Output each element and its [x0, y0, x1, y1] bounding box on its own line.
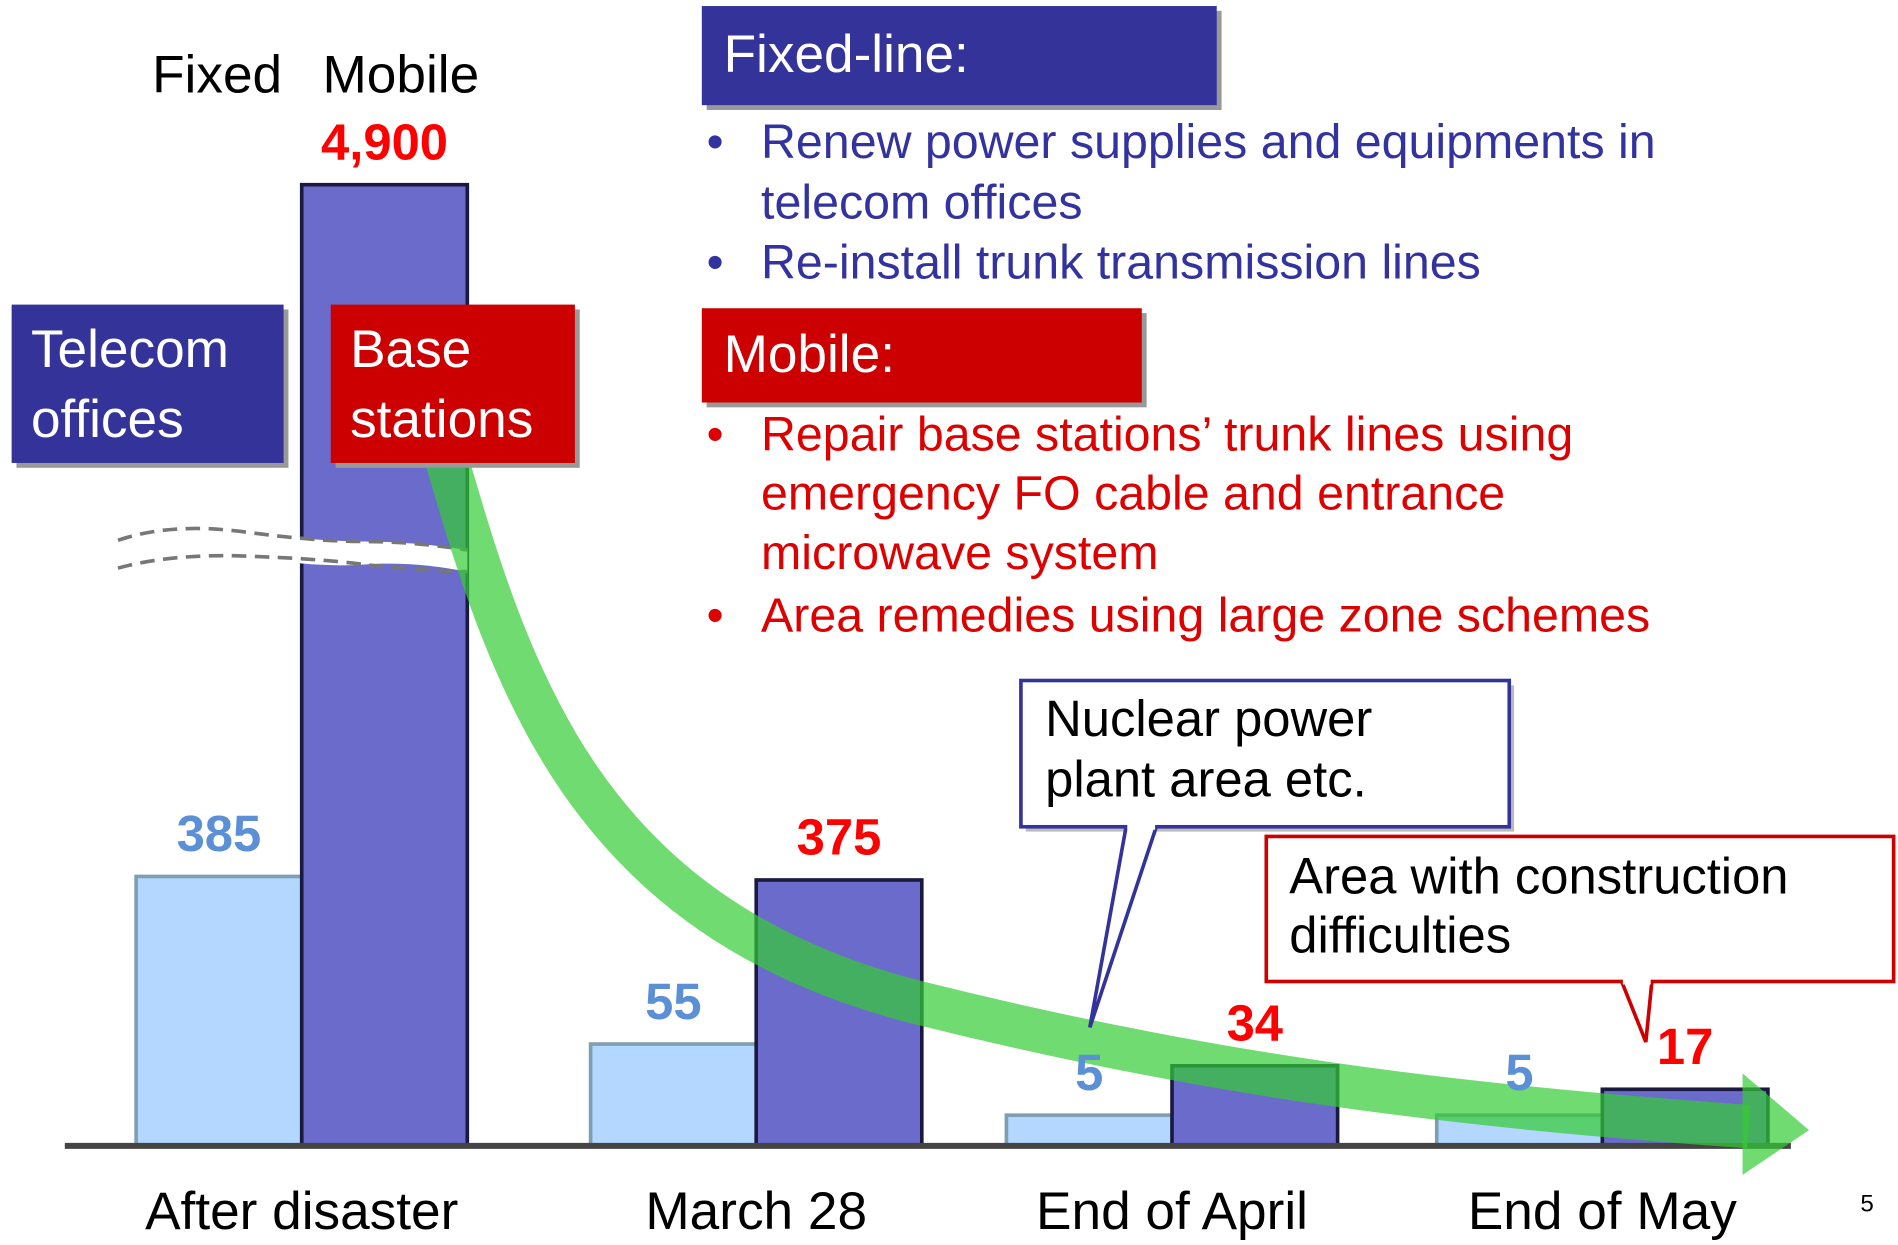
bullet-text: Repair base stations’ trunk lines using — [761, 407, 1573, 461]
note-text: difficulties — [1289, 907, 1511, 964]
bullet-text: Re-install trunk transmission lines — [761, 236, 1481, 290]
note-text: Area with construction — [1289, 847, 1788, 904]
value-label: 375 — [797, 809, 882, 866]
arrow-head — [1742, 1073, 1810, 1175]
bar — [588, 1042, 759, 1148]
bullet-text: Area remedies using large zone schemes — [761, 589, 1650, 643]
bullet-text: emergency FO cable and entrance — [761, 467, 1505, 521]
note-text: Nuclear power — [1045, 690, 1372, 747]
heading-box — [701, 6, 1217, 106]
callout-text: Base — [350, 320, 471, 379]
value-label: 34 — [1227, 995, 1283, 1052]
x-tick-label: March 28 — [645, 1182, 867, 1241]
callout-text: offices — [31, 390, 184, 449]
bullet: • — [707, 589, 724, 643]
legend-mobile: Mobile — [323, 46, 480, 105]
value-label: 4,900 — [321, 113, 448, 170]
heading-box — [701, 308, 1142, 403]
x-tick-label: After disaster — [145, 1182, 458, 1241]
page-number: 5 — [1860, 1191, 1873, 1218]
bullet-text: Renew power supplies and equipments in — [761, 115, 1656, 169]
note-text: plant area etc. — [1045, 751, 1367, 808]
callout-fixed — [11, 304, 284, 463]
value-label: 5 — [1505, 1044, 1533, 1101]
bullet: • — [707, 115, 724, 169]
value-label: 385 — [177, 805, 262, 862]
bullet-text: microwave system — [761, 526, 1158, 580]
heading: Mobile: — [724, 325, 895, 384]
callout-text: stations — [350, 390, 533, 449]
value-label: 55 — [645, 973, 701, 1030]
value-label: 5 — [1075, 1044, 1103, 1101]
callout-mobile — [330, 304, 575, 463]
note-pointer — [1088, 824, 1159, 1028]
bullet: • — [707, 407, 724, 461]
x-tick-label: End of April — [1036, 1182, 1308, 1241]
note-pointer — [1618, 979, 1654, 1043]
axis-break — [117, 528, 468, 572]
note-box — [1264, 834, 1896, 984]
note-box — [1019, 678, 1512, 829]
trend-arrow — [422, 441, 1751, 1149]
bar — [134, 874, 304, 1148]
x-tick-label: End of May — [1468, 1182, 1737, 1241]
value-label: 17 — [1657, 1018, 1713, 1075]
bullet: • — [707, 236, 724, 290]
heading: Fixed-line: — [724, 25, 969, 84]
legend-fixed: Fixed — [152, 46, 282, 105]
break-line — [117, 526, 468, 574]
bar — [1004, 1113, 1174, 1148]
callout-text: Telecom — [31, 320, 229, 379]
bullet-text: telecom offices — [761, 175, 1082, 229]
